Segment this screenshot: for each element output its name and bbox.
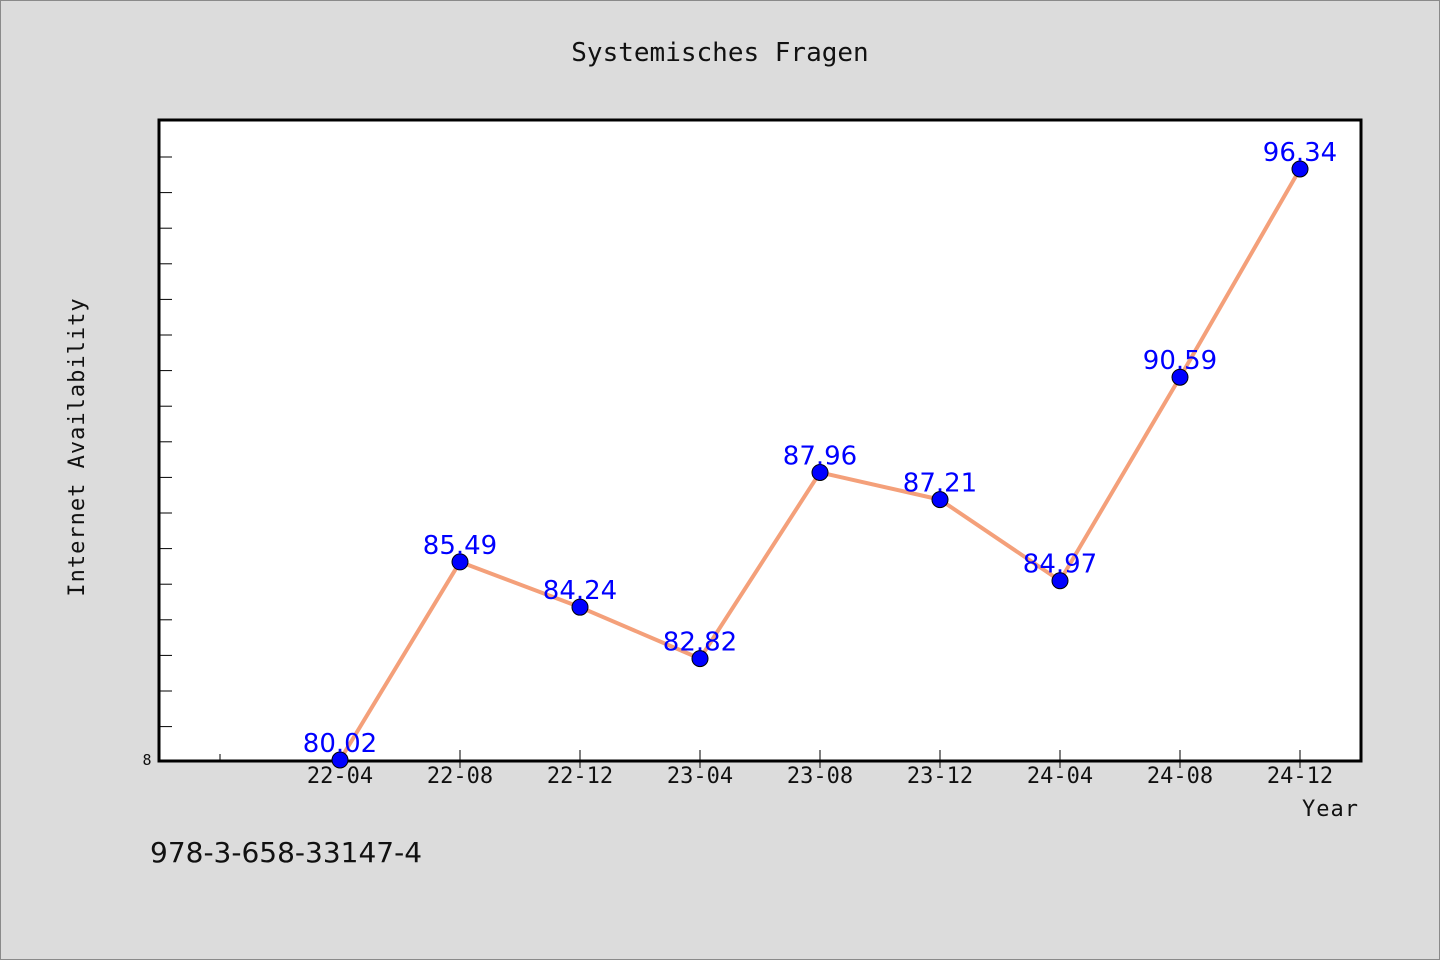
y-tick-label: 8 bbox=[142, 751, 151, 769]
x-axis-ticks: 22-04 22-08 22-12 23-04 23-08 23-12 24-04 24-08… bbox=[219, 750, 1333, 789]
x-tick-label: 23-04 bbox=[667, 764, 733, 789]
data-label: 90.59 bbox=[1143, 346, 1217, 376]
x-tick-label: 22-08 bbox=[427, 764, 493, 789]
x-tick-label: 24-04 bbox=[1027, 764, 1093, 789]
y-axis-label: Internet Availability bbox=[65, 297, 90, 596]
data-label: 80.02 bbox=[303, 729, 377, 759]
isbn-text: 978-3-658-33147-4 bbox=[150, 836, 422, 869]
data-point bbox=[811, 463, 829, 481]
data-label: 84.24 bbox=[543, 576, 617, 606]
data-label: 82.82 bbox=[663, 628, 737, 658]
x-tick-label: 24-08 bbox=[1147, 764, 1213, 789]
y-axis-ticks bbox=[160, 156, 172, 728]
data-label: 84.97 bbox=[1023, 550, 1097, 580]
x-tick-label: 23-12 bbox=[907, 764, 973, 789]
series-layer: 80.02 85.49 84.24 82.82 87.96 87.21 84.97 90.59… bbox=[303, 138, 1337, 769]
data-point bbox=[1171, 368, 1189, 386]
data-point bbox=[571, 598, 589, 616]
data-label: 87.21 bbox=[903, 469, 977, 499]
data-label: 85.49 bbox=[423, 531, 497, 561]
data-label: 96.34 bbox=[1263, 138, 1337, 168]
x-axis-label: Year bbox=[1302, 797, 1359, 822]
data-label: 87.96 bbox=[783, 441, 857, 471]
x-tick-label: 23-08 bbox=[787, 764, 853, 789]
plot-area bbox=[157, 118, 1363, 763]
x-tick-label: 24-12 bbox=[1267, 764, 1333, 789]
data-point bbox=[451, 553, 469, 571]
x-tick-label: 22-12 bbox=[547, 764, 613, 789]
data-point bbox=[691, 650, 709, 668]
data-point bbox=[1051, 572, 1069, 590]
data-point bbox=[331, 751, 349, 769]
data-point bbox=[931, 491, 949, 509]
chart-title: Systemisches Fragen bbox=[571, 38, 868, 68]
data-point bbox=[1291, 160, 1309, 178]
